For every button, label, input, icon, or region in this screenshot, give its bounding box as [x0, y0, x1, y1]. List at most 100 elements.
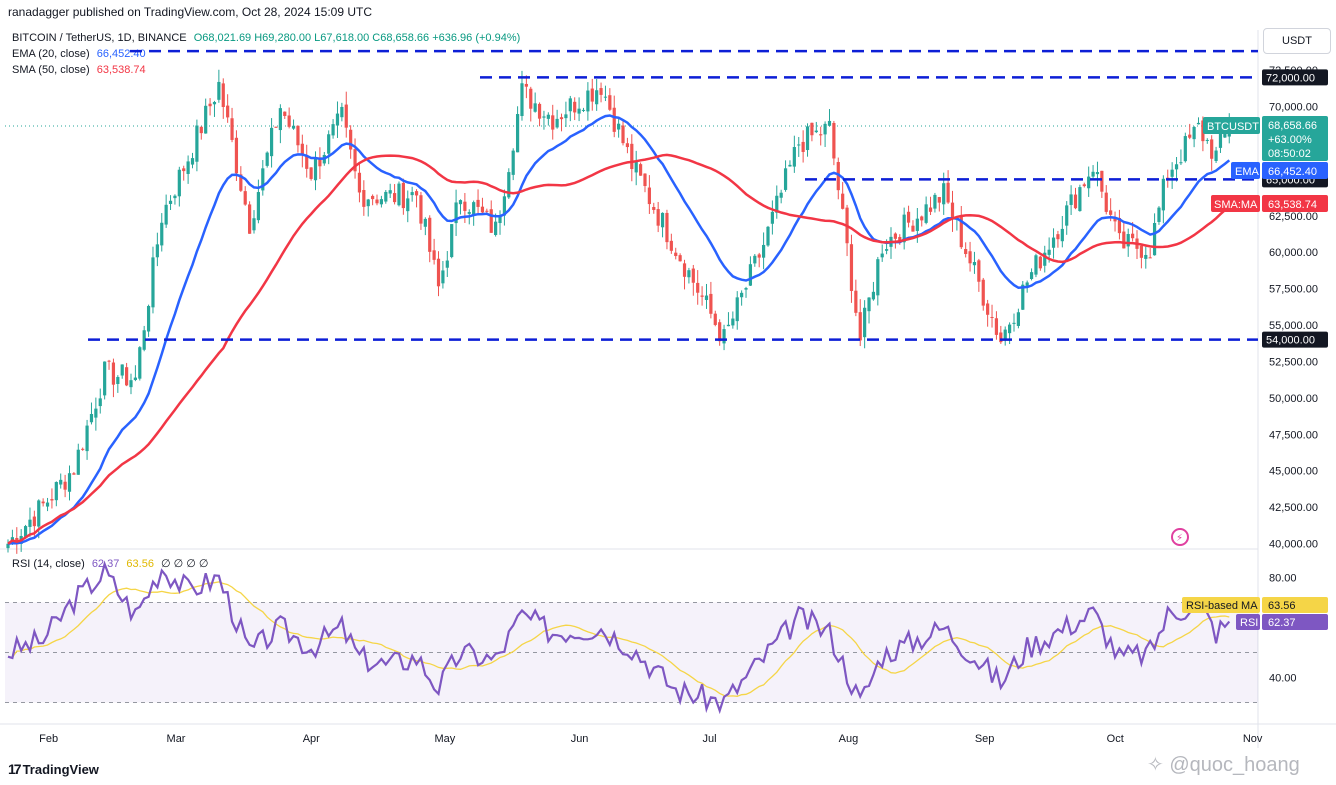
candle-up: [770, 211, 774, 224]
candle-up: [133, 377, 137, 380]
candle-up: [160, 222, 164, 246]
currency-button[interactable]: USDT: [1263, 28, 1331, 54]
rsi-ma-name-badge-text: RSI-based MA: [1186, 600, 1258, 612]
candle-up: [261, 168, 265, 191]
candle-down: [243, 191, 247, 205]
candle-up: [441, 270, 445, 284]
rsi-value-badge: [1262, 614, 1328, 630]
candle-down: [41, 501, 45, 504]
candle-down: [480, 206, 485, 213]
tv-bolt-icon-glyph: ⚡: [1176, 533, 1183, 544]
candle-up: [546, 114, 550, 119]
candle-up: [827, 120, 832, 126]
candle-up: [1152, 222, 1157, 256]
candle-down: [977, 260, 981, 282]
candle-down: [107, 360, 111, 362]
candle-up: [195, 125, 199, 162]
price-level-badge: [1262, 331, 1328, 348]
candle-up: [726, 324, 731, 327]
candle-down: [630, 143, 634, 170]
ohlc-values: O68,021.69 H69,280.00 L67,618.00 C68,658…: [193, 32, 521, 44]
candle-down: [81, 448, 85, 450]
candle-down: [1188, 134, 1192, 138]
candle-up: [164, 204, 168, 225]
candle-down: [928, 207, 933, 212]
candle-up: [331, 124, 335, 136]
candle-up: [1095, 172, 1100, 175]
candle-up: [269, 127, 274, 157]
price-level-badge-text: 54,000.00: [1266, 335, 1315, 347]
candle-down: [1113, 217, 1117, 222]
candle-down: [463, 201, 467, 211]
rsi-name-badge: [1236, 614, 1260, 630]
time-tick-label: Aug: [839, 733, 859, 745]
sma-value-badge: [1262, 195, 1328, 212]
candle-down: [1210, 139, 1214, 159]
candle-up: [1196, 122, 1201, 125]
tradingview-logo-text: TradingView: [22, 762, 99, 777]
candle-up: [366, 199, 370, 207]
tradingview-logo[interactable]: 17 TradingView: [8, 761, 99, 777]
candle-down: [1056, 234, 1060, 240]
candle-down: [625, 143, 630, 148]
candle-up: [731, 318, 735, 326]
candle-down: [999, 332, 1003, 343]
candle-up: [59, 479, 63, 485]
price-tick-label: 70,000.00: [1269, 102, 1318, 114]
sma-legend-label: SMA (50, close): [12, 64, 90, 76]
candle-up: [1065, 205, 1069, 226]
candle-down: [436, 258, 441, 287]
ema-value-badge: [1262, 162, 1328, 179]
symbol-legend: BITCOIN / TetherUS, 1D, BINANCE O68,021.…: [12, 32, 520, 44]
candle-down: [573, 101, 577, 113]
candle-down: [946, 182, 950, 203]
candle-up: [388, 190, 392, 194]
candle-down: [559, 117, 564, 120]
candle-down: [920, 216, 924, 221]
candle-down: [414, 191, 419, 196]
candle-down: [678, 255, 682, 262]
candle-up: [472, 202, 476, 215]
candle-down: [590, 88, 594, 102]
candle-up: [1060, 228, 1064, 242]
candle-down: [1139, 245, 1143, 258]
price-tick-label: 60,000.00: [1269, 247, 1318, 259]
candle-down: [375, 199, 379, 204]
sma-legend[interactable]: SMA (50, close) 63,538.74: [12, 64, 146, 76]
price-tick-label: 52,500.00: [1269, 356, 1318, 368]
last-price-text: 68,658.66: [1268, 120, 1317, 132]
candle-up: [186, 161, 190, 174]
candle-up: [1034, 255, 1038, 275]
candle-down: [652, 207, 656, 210]
candle-down: [485, 210, 489, 212]
ema-legend[interactable]: EMA (20, close) 66,452.40: [12, 48, 146, 60]
rsi-line: [7, 560, 1231, 715]
candle-up: [45, 502, 50, 507]
ema-value-badge-text: 66,452.40: [1268, 166, 1317, 178]
candle-down: [1082, 184, 1086, 187]
candle-up: [265, 152, 269, 166]
candle-up: [458, 200, 463, 205]
candle-down: [1201, 120, 1205, 142]
candle-down: [836, 162, 840, 191]
candle-up: [915, 218, 919, 231]
price-tick-label: 62,500.00: [1269, 211, 1318, 223]
symbol-badge-text: BTCUSDT: [1207, 121, 1259, 133]
candle-up: [942, 183, 946, 205]
candle-up: [1205, 139, 1209, 141]
candle-up: [1025, 282, 1029, 286]
candle-down: [305, 156, 309, 169]
candle-down: [700, 295, 704, 297]
candle-down: [353, 149, 357, 172]
rsi-name-badge-text: RSI: [1240, 617, 1258, 629]
price-tick-label: 47,500.00: [1269, 429, 1318, 441]
candle-up: [823, 123, 827, 135]
candle-up: [278, 108, 282, 131]
candle-down: [709, 293, 713, 314]
candle-up: [766, 226, 770, 246]
candle-up: [1218, 133, 1223, 148]
candle-down: [986, 303, 990, 315]
candle-down: [994, 318, 999, 335]
candle-up: [1012, 322, 1016, 324]
